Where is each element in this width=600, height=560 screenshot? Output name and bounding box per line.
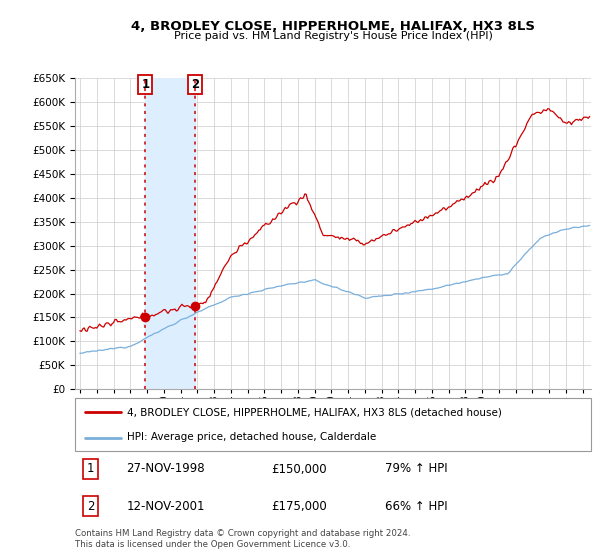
- Text: 4, BRODLEY CLOSE, HIPPERHOLME, HALIFAX, HX3 8LS: 4, BRODLEY CLOSE, HIPPERHOLME, HALIFAX, …: [131, 20, 535, 32]
- Text: 4, BRODLEY CLOSE, HIPPERHOLME, HALIFAX, HX3 8LS (detached house): 4, BRODLEY CLOSE, HIPPERHOLME, HALIFAX, …: [127, 408, 502, 418]
- Text: 1: 1: [142, 78, 149, 91]
- Text: Price paid vs. HM Land Registry's House Price Index (HPI): Price paid vs. HM Land Registry's House …: [173, 31, 493, 41]
- Text: £150,000: £150,000: [271, 463, 327, 475]
- Text: Contains HM Land Registry data © Crown copyright and database right 2024.
This d: Contains HM Land Registry data © Crown c…: [75, 529, 410, 549]
- Text: 66% ↑ HPI: 66% ↑ HPI: [385, 500, 447, 512]
- Text: 79% ↑ HPI: 79% ↑ HPI: [385, 463, 447, 475]
- FancyBboxPatch shape: [75, 398, 591, 451]
- Text: 1: 1: [87, 463, 94, 475]
- Text: 2: 2: [191, 78, 199, 91]
- Bar: [145, 78, 195, 389]
- Text: 2: 2: [87, 500, 94, 512]
- Text: 12-NOV-2001: 12-NOV-2001: [127, 500, 205, 512]
- Text: 27-NOV-1998: 27-NOV-1998: [127, 463, 205, 475]
- Text: HPI: Average price, detached house, Calderdale: HPI: Average price, detached house, Cald…: [127, 432, 376, 442]
- Text: £175,000: £175,000: [271, 500, 327, 512]
